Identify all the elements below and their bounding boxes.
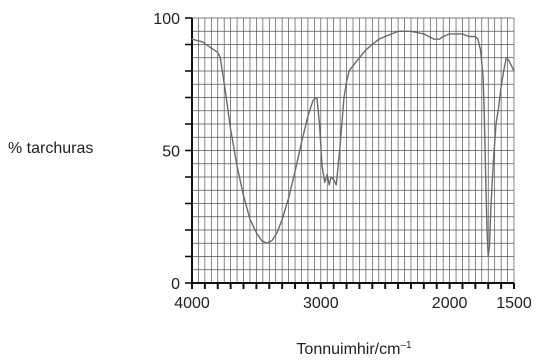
chart-axes [185,17,515,289]
y-tick-label: 0 [171,276,180,293]
x-tick-label: 4000 [174,295,210,312]
x-tick-label: 1500 [496,295,532,312]
x-tick-label: 3000 [303,295,339,312]
x-axis-title-superscript: –1 [400,340,412,351]
x-axis-title: Tonnuimhir/cm–1 [296,340,412,358]
x-tick-label: 2000 [432,295,468,312]
y-axis-title: % tarchuras [8,140,93,157]
chart-labels: 4000 3000 2000 1500 0 50 100 [153,11,532,312]
transmittance-series-line [191,30,515,258]
chart-series [191,30,515,258]
y-tick-label: 50 [162,144,180,161]
y-tick-label: 100 [153,11,180,28]
chart-grid [191,17,515,284]
x-axis-title-text: Tonnuimhir/cm [296,341,400,358]
